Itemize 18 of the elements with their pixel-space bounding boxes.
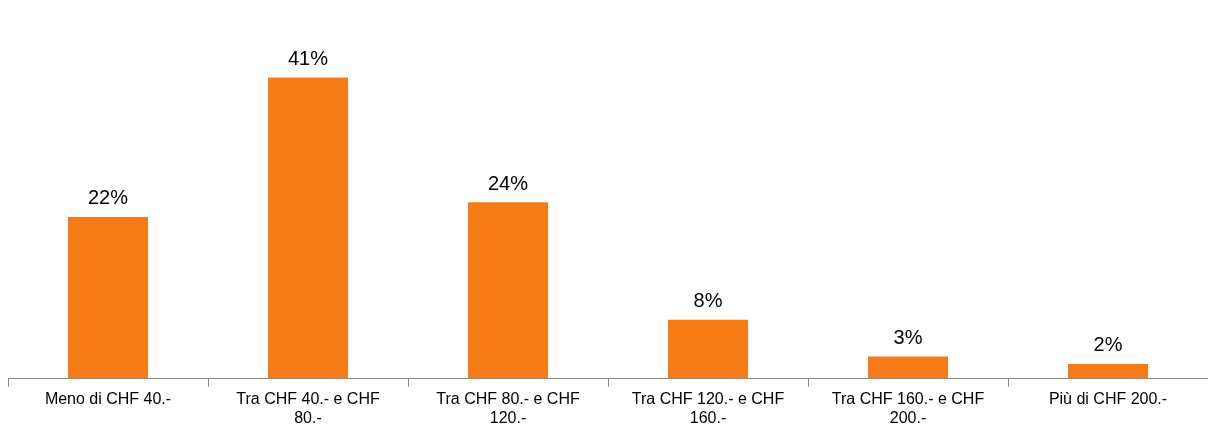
bar [1068, 363, 1148, 379]
bar [68, 216, 148, 379]
x-tick-label: Più di CHF 200.- [1048, 389, 1168, 407]
data-label: 3% [893, 326, 923, 349]
x-tick-label: Tra CHF 120.- e CHF 160.- [631, 389, 785, 426]
bar [468, 202, 548, 379]
data-label: 2% [1093, 333, 1123, 356]
x-tick-label: Meno di CHF 40.- [44, 389, 172, 407]
bar [868, 356, 948, 379]
bar [268, 77, 348, 379]
x-tick-label: Tra CHF 160.- e CHF 200.- [831, 389, 985, 426]
data-label: 8% [693, 289, 723, 312]
data-label: 24% [487, 171, 529, 194]
x-tick-label: Tra CHF 40.- e CHF 80.- [236, 389, 380, 426]
data-label: 22% [87, 186, 129, 209]
data-label: 41% [287, 46, 329, 69]
bar [668, 319, 748, 379]
x-tick-label: Tra CHF 80.- e CHF 120.- [436, 389, 580, 426]
